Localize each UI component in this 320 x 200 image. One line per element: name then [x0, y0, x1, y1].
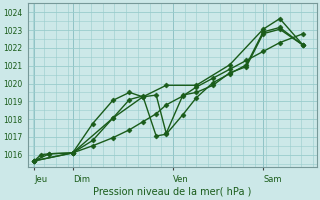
X-axis label: Pression niveau de la mer( hPa ): Pression niveau de la mer( hPa )	[93, 187, 251, 197]
